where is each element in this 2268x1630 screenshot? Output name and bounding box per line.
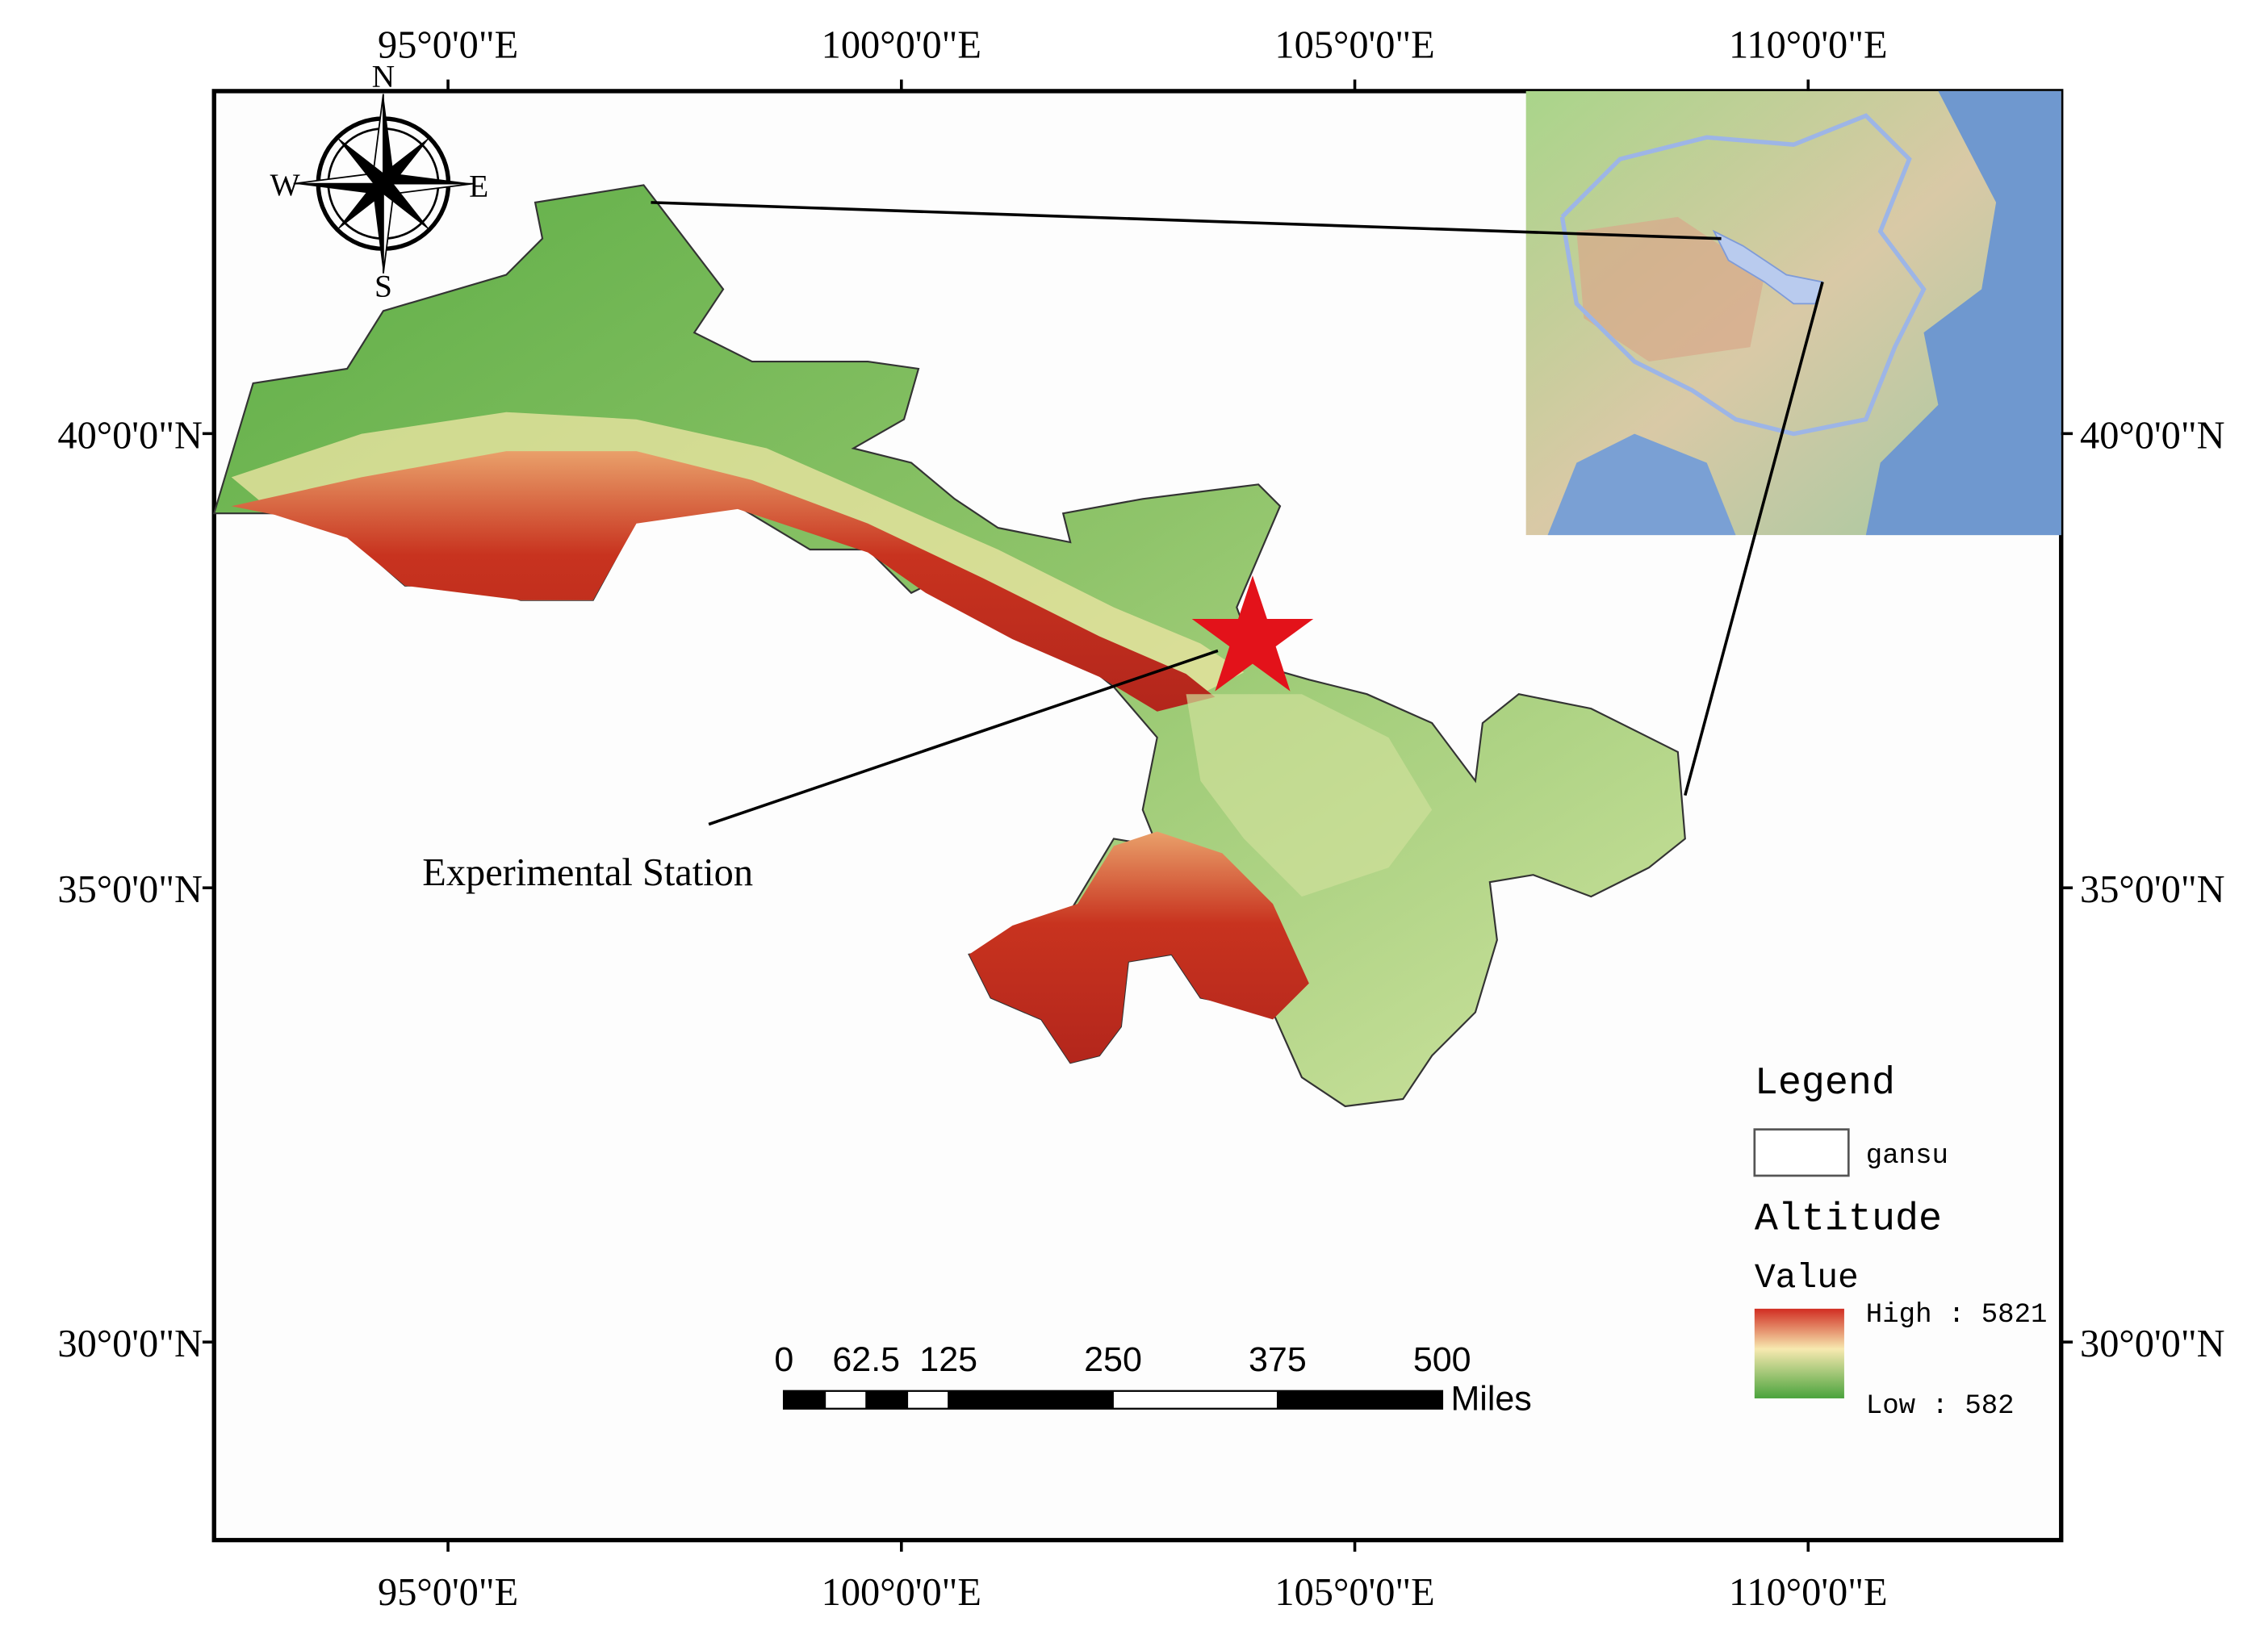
legend: Legend gansu Altitude Value High : 5821 … bbox=[1753, 1061, 2048, 1422]
y-tick-label-right: 40°0'0"N bbox=[2080, 414, 2225, 457]
loess-plateau bbox=[1186, 694, 1433, 897]
x-tick-label-top: 110°0'0"E bbox=[1729, 24, 1888, 67]
inset-border bbox=[1559, 113, 1927, 437]
inset-map bbox=[1525, 90, 2061, 536]
station-star bbox=[1191, 575, 1314, 692]
legend-swatch bbox=[1753, 1128, 1850, 1177]
legend-field: Altitude bbox=[1755, 1197, 1942, 1241]
scale-segment bbox=[1276, 1390, 1443, 1410]
scale-tick-label: 62.5 bbox=[832, 1340, 900, 1379]
scale-segment bbox=[824, 1390, 868, 1410]
legend-subfield: Value bbox=[1755, 1258, 1859, 1298]
scale-unit: Miles bbox=[1450, 1379, 1531, 1418]
scale-segment bbox=[783, 1390, 826, 1410]
x-tick-label-top: 100°0'0"E bbox=[822, 24, 981, 67]
compass-west: W bbox=[270, 167, 300, 203]
x-tick-label-bottom: 95°0'0"E bbox=[378, 1571, 518, 1614]
inset-ocean bbox=[1865, 90, 2061, 536]
legend-low: Low : 582 bbox=[1866, 1391, 2015, 1422]
y-tick-label-left: 40°0'0"N bbox=[57, 414, 203, 457]
inset-leader-line bbox=[1684, 281, 1824, 796]
y-tick-label-right: 35°0'0"N bbox=[2080, 868, 2225, 911]
map-layer: Experimental Station N S W E Miles 0 62.5… bbox=[57, 24, 2224, 1615]
inset-leader-line bbox=[651, 201, 1722, 240]
high-altitude-south bbox=[969, 831, 1309, 1064]
scale-segment bbox=[906, 1390, 950, 1410]
inset-ocean bbox=[1547, 433, 1736, 536]
x-tick-label-top: 95°0'0"E bbox=[378, 24, 518, 67]
inset-plateau bbox=[1576, 216, 1765, 362]
compass-north: N bbox=[372, 59, 395, 94]
compass-rose bbox=[335, 136, 432, 232]
compass: N S W E bbox=[270, 59, 488, 304]
y-tick-label-left: 35°0'0"N bbox=[57, 868, 203, 911]
scale-bar: Miles 0 62.5 125 250 375 500 bbox=[774, 1340, 1531, 1418]
scale-tick-label: 375 bbox=[1249, 1340, 1307, 1379]
station-leader-line bbox=[708, 649, 1219, 826]
scale-segment bbox=[865, 1390, 909, 1410]
compass-east: E bbox=[469, 169, 488, 204]
scale-tick-label: 250 bbox=[1084, 1340, 1142, 1379]
legend-high: High : 5821 bbox=[1866, 1300, 2048, 1331]
high-altitude-north bbox=[231, 451, 1216, 712]
x-tick-label-bottom: 105°0'0"E bbox=[1274, 1571, 1434, 1614]
scale-tick-label: 125 bbox=[919, 1340, 977, 1379]
legend-layer: gansu bbox=[1866, 1141, 1948, 1172]
x-tick-label-bottom: 100°0'0"E bbox=[822, 1571, 981, 1614]
legend-title: Legend bbox=[1755, 1061, 1895, 1105]
scale-segment bbox=[948, 1390, 1114, 1410]
station-label: Experimental Station bbox=[422, 851, 753, 894]
x-tick-label-top: 105°0'0"E bbox=[1274, 24, 1434, 67]
legend-gradient bbox=[1754, 1308, 1844, 1398]
y-tick-label-left: 30°0'0"N bbox=[57, 1323, 203, 1365]
scale-tick-label: 500 bbox=[1413, 1340, 1471, 1379]
scale-tick-label: 0 bbox=[774, 1340, 793, 1379]
y-tick-label-right: 30°0'0"N bbox=[2080, 1323, 2225, 1365]
x-tick-label-bottom: 110°0'0"E bbox=[1729, 1571, 1888, 1614]
scale-segment bbox=[1112, 1390, 1278, 1410]
compass-south: S bbox=[375, 268, 392, 303]
